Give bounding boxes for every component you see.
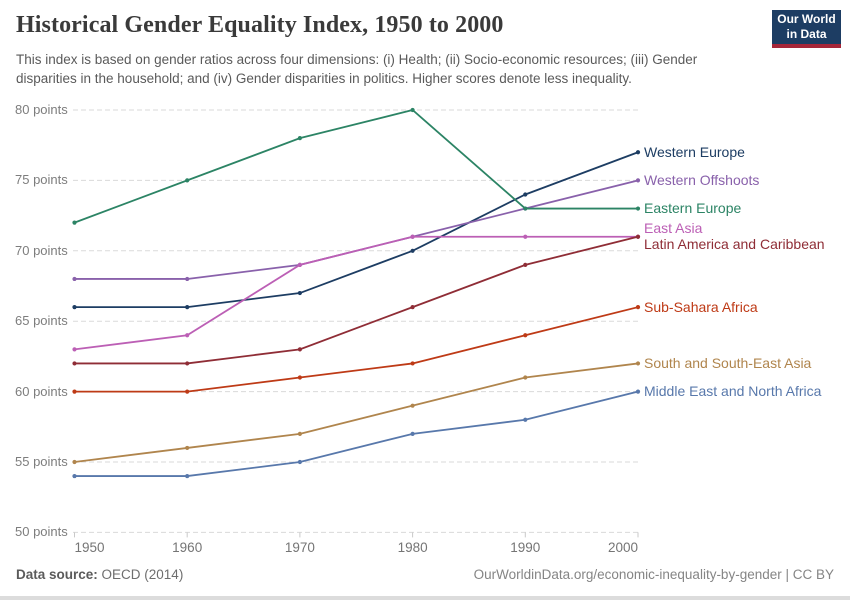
owid-logo[interactable]: Our World in Data (772, 10, 841, 48)
y-tick-label: 75 points (15, 172, 68, 188)
bottom-edge-bar (0, 596, 850, 600)
legend-item-eastern-europe[interactable]: Eastern Europe (644, 200, 742, 217)
x-tick-label: 1980 (397, 540, 428, 555)
data-source-value: OECD (2014) (97, 567, 184, 582)
x-tick-label: 1970 (284, 540, 315, 555)
x-tick-label: 1960 (172, 540, 203, 555)
owid-logo-line1: Our World (777, 12, 836, 26)
y-tick-label: 50 points (15, 524, 68, 540)
legend-item-south-and-south-east-asia[interactable]: South and South-East Asia (644, 354, 812, 371)
series-line-eastern-europe[interactable] (72, 107, 641, 225)
y-tick-label: 60 points (15, 383, 68, 399)
y-tick-label: 70 points (15, 242, 68, 258)
legend-item-middle-east-and-north-africa[interactable]: Middle East and North Africa (644, 383, 822, 400)
credit-link[interactable]: OurWorldinData.org/economic-inequality-b… (473, 567, 834, 582)
y-tick-label: 65 points (15, 313, 68, 329)
y-tick-label: 55 points (15, 454, 68, 469)
x-tick-label: 2000 (607, 540, 638, 555)
chart-title: Historical Gender Equality Index, 1950 t… (16, 12, 504, 38)
gridlines (73, 109, 638, 533)
series-line-south-and-south-east-asia[interactable] (72, 361, 641, 465)
owid-logo-line2: in Data (786, 27, 827, 41)
x-tick-label: 1990 (510, 540, 541, 555)
series-lines[interactable] (72, 107, 641, 479)
data-source-note: Data source: OECD (2014) (16, 567, 183, 582)
series-line-east-asia[interactable] (72, 234, 641, 352)
series-line-western-offshoots[interactable] (72, 178, 641, 282)
x-axis-tick-marks (74, 532, 639, 538)
series-line-western-europe[interactable] (72, 150, 641, 310)
y-tick-label: 80 points (15, 102, 68, 117)
series-line-sub-sahara-africa[interactable] (72, 305, 641, 394)
legend-item-sub-sahara-africa[interactable]: Sub-Sahara Africa (644, 298, 758, 315)
legend-item-western-offshoots[interactable]: Western Offshoots (644, 171, 760, 188)
legend-item-east-asia[interactable]: East Asia (644, 220, 703, 237)
x-tick-label: 1950 (74, 540, 105, 555)
series-line-latin-america-and-caribbean[interactable] (72, 234, 641, 366)
chart-subtitle: This index is based on gender ratios acr… (16, 52, 698, 86)
legend-item-latin-america-and-caribbean[interactable]: Latin America and Caribbean (644, 236, 825, 253)
series-line-middle-east-and-north-africa[interactable] (72, 389, 641, 479)
legend-item-western-europe[interactable]: Western Europe (644, 143, 745, 160)
data-source-label: Data source: (16, 567, 98, 582)
